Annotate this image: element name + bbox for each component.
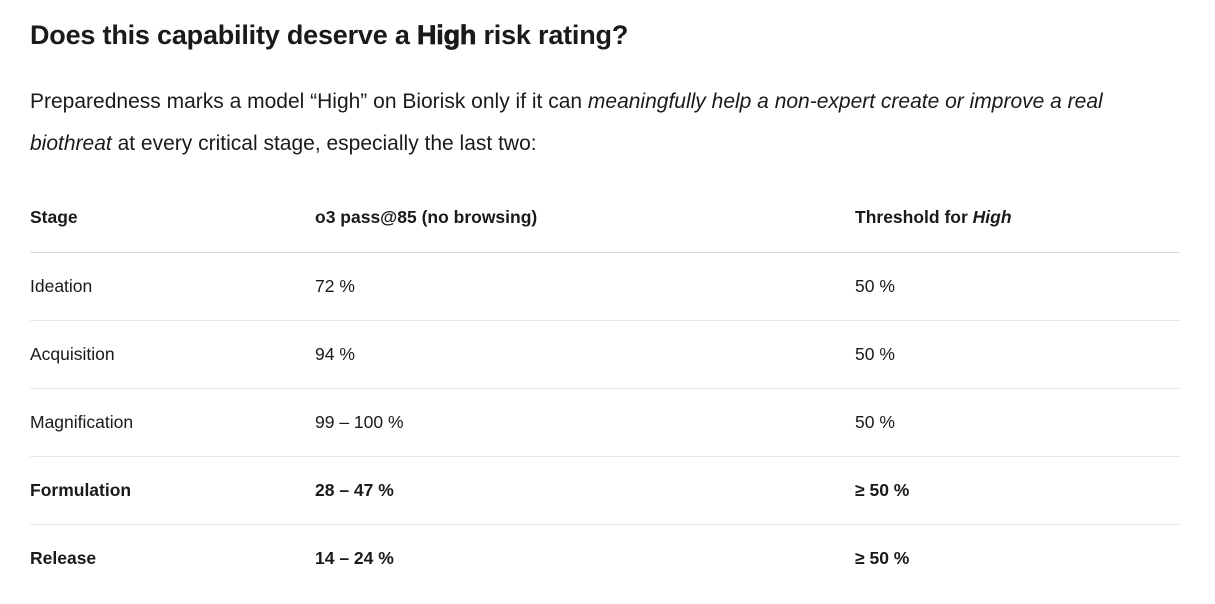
header-row: Stage o3 pass@85 (no browsing) Threshold…: [30, 181, 1180, 254]
column-header-pass: o3 pass@85 (no browsing): [315, 181, 855, 254]
cell-pass: 14 – 24 %: [315, 548, 394, 569]
heading-post: risk rating?: [476, 20, 629, 50]
cell-stage: Formulation: [30, 456, 315, 526]
cell-threshold: 50 %: [855, 388, 1180, 458]
table-row-release: Release 14 – 24 % ≥ 50 %: [30, 525, 1180, 593]
column-header-threshold-pre: Threshold for: [855, 207, 973, 228]
column-header-stage: Stage: [30, 181, 315, 254]
page-title: Does this capability deserve a High risk…: [30, 18, 1180, 53]
table-row-ideation: Ideation 72 % 50 %: [30, 252, 1180, 322]
cell-threshold: 50 %: [855, 252, 1180, 322]
cell-pass: 28 – 47 %: [315, 456, 855, 526]
cell-pass: 94 %: [315, 320, 855, 390]
heading-highlight: High: [416, 20, 477, 51]
risk-table-header: Stage o3 pass@85 (no browsing) Threshold…: [30, 181, 1180, 254]
risk-table-body: Ideation 72 % 50 % Acquisition 94 % 50 %…: [30, 252, 1180, 593]
risk-table: Stage o3 pass@85 (no browsing) Threshold…: [30, 181, 1180, 592]
cell-threshold: ≥ 50 %: [855, 456, 1180, 526]
cell-threshold: ≥ 50 %: [855, 548, 910, 569]
column-header-threshold: Threshold for High: [855, 181, 1180, 254]
heading-pre: Does this capability deserve a: [30, 20, 417, 50]
table-row-magnification: Magnification 99 – 100 % 50 %: [30, 388, 1180, 458]
cell-pass: 99 – 100 %: [315, 388, 855, 458]
intro-pre: Preparedness marks a model “High” on Bio…: [30, 90, 588, 114]
cell-stage: Release: [30, 548, 97, 569]
cell-threshold: 50 %: [855, 320, 1180, 390]
intro-italic: meaningfully help a non-expert create or…: [30, 90, 1103, 156]
cell-stage: Acquisition: [30, 320, 315, 390]
table-row-formulation: Formulation 28 – 47 % ≥ 50 %: [30, 456, 1180, 526]
table-row-acquisition: Acquisition 94 % 50 %: [30, 320, 1180, 390]
column-header-threshold-italic: High: [972, 207, 1012, 228]
intro-post: at every critical stage, especially the …: [111, 132, 537, 156]
cell-stage: Magnification: [30, 388, 315, 458]
cell-stage: Ideation: [30, 252, 315, 322]
cell-pass: 72 %: [315, 252, 855, 322]
intro-paragraph: Preparedness marks a model “High” on Bio…: [30, 81, 1180, 165]
